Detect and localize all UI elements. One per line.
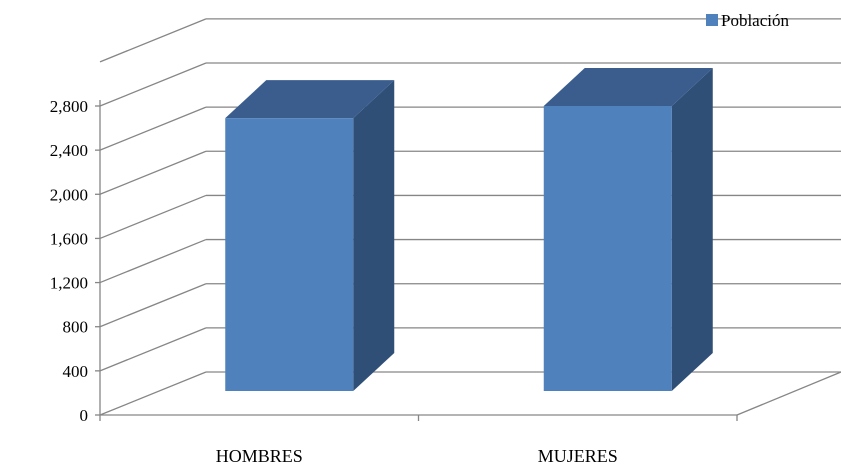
bar-side-face: [671, 68, 713, 391]
floor-right-edge: [736, 371, 841, 416]
gridline-diagonal: [99, 371, 207, 416]
bar-mujeres: [543, 68, 713, 391]
gridline-diagonal: [99, 150, 207, 195]
y-tick-label: 1,600: [50, 229, 88, 248]
y-tick-label: 400: [63, 362, 89, 381]
y-tick-label: 2,400: [50, 141, 88, 160]
y-tick-label: 2,000: [50, 185, 88, 204]
axes: [95, 100, 738, 421]
legend: Población: [706, 11, 789, 30]
wall-edge-line: [99, 18, 207, 63]
gridline-diagonal: [99, 106, 207, 151]
gridlines: [99, 18, 841, 416]
gridline-diagonal: [99, 327, 207, 372]
bar-side-face: [353, 80, 395, 391]
gridline-diagonal: [99, 283, 207, 328]
bar-front-face: [543, 106, 672, 391]
bar-top-face: [225, 80, 395, 119]
bars: [225, 68, 713, 391]
gridline-diagonal: [99, 238, 207, 284]
bar-top-face: [543, 68, 713, 106]
bar-hombres: [225, 80, 395, 391]
gridline-diagonal: [99, 62, 207, 107]
x-category-label: MUJERES: [538, 446, 618, 466]
labels: 0 400 800 1,200 1,600 2,000 2,400 2,800 HOMBRES M…: [50, 97, 618, 466]
y-tick-label: 800: [63, 318, 89, 337]
legend-label: Población: [721, 11, 789, 30]
x-category-label: HOMBRES: [216, 446, 303, 466]
y-tick-label: 2,800: [50, 97, 88, 116]
bar-front-face: [225, 118, 354, 391]
gridline-diagonal: [99, 194, 207, 240]
y-tick-label: 1,200: [50, 274, 88, 293]
y-tick-label: 0: [80, 406, 89, 425]
legend-swatch: [706, 14, 718, 26]
